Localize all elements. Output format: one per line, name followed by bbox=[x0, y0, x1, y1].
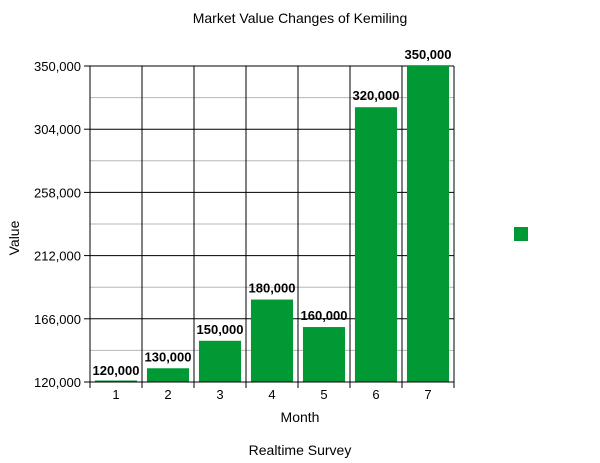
data-label: 350,000 bbox=[405, 47, 452, 62]
y-tick-label: 120,000 bbox=[34, 375, 81, 390]
axes bbox=[84, 65, 455, 388]
bar bbox=[406, 66, 450, 382]
x-axis-label: Month bbox=[281, 409, 320, 425]
y-axis-label: Value bbox=[6, 220, 22, 255]
x-tick-label: 5 bbox=[320, 387, 327, 402]
bar bbox=[94, 380, 138, 382]
legend-swatch bbox=[514, 227, 528, 241]
x-tick-labels: 1 2 3 4 5 6 7 bbox=[112, 387, 431, 402]
data-label: 130,000 bbox=[145, 349, 192, 364]
data-label: 150,000 bbox=[197, 322, 244, 337]
x-tick-label: 1 bbox=[112, 387, 119, 402]
bar bbox=[146, 368, 190, 382]
chart-title: Market Value Changes of Kemiling bbox=[193, 10, 408, 26]
bar bbox=[250, 299, 294, 382]
y-tick-label: 212,000 bbox=[34, 249, 81, 264]
bar bbox=[354, 107, 398, 382]
data-label: 160,000 bbox=[301, 308, 348, 323]
data-labels: 120,000 130,000 150,000 180,000 160,000 320,0… bbox=[93, 47, 452, 378]
footer-text: Realtime Survey bbox=[249, 442, 352, 458]
data-label: 320,000 bbox=[353, 88, 400, 103]
x-tick-label: 7 bbox=[424, 387, 431, 402]
x-tick-label: 3 bbox=[216, 387, 223, 402]
x-tick-label: 2 bbox=[164, 387, 171, 402]
y-tick-label: 166,000 bbox=[34, 312, 81, 327]
data-label: 120,000 bbox=[93, 363, 140, 378]
y-tick-label: 350,000 bbox=[34, 59, 81, 74]
y-tick-label: 304,000 bbox=[34, 122, 81, 137]
y-tick-label: 258,000 bbox=[34, 185, 81, 200]
x-tick-label: 4 bbox=[268, 387, 275, 402]
y-tick-labels: 120,000 166,000 212,000 258,000 304,000 350,0… bbox=[34, 59, 81, 390]
data-label: 180,000 bbox=[249, 281, 296, 296]
bar bbox=[198, 340, 242, 382]
bar bbox=[302, 327, 346, 382]
bars bbox=[94, 66, 450, 382]
x-tick-label: 6 bbox=[372, 387, 379, 402]
